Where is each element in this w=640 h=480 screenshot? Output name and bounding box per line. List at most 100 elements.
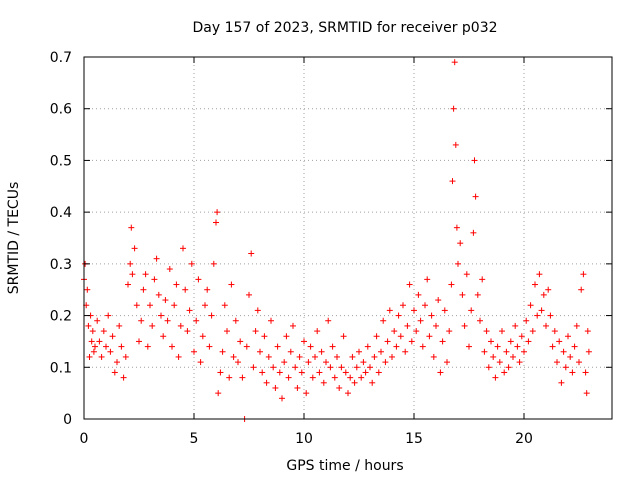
data-point <box>202 302 208 309</box>
x-axis-label: GPS time / hours <box>286 458 403 474</box>
x-tick-label: 0 <box>80 431 89 447</box>
data-point <box>565 333 571 340</box>
data-point <box>287 348 294 355</box>
data-point <box>246 291 252 298</box>
data-point <box>426 333 433 340</box>
data-point <box>127 260 134 267</box>
y-tick-label: 0 <box>63 412 72 428</box>
data-point <box>177 322 184 329</box>
data-point <box>466 343 472 350</box>
data-point <box>90 348 97 355</box>
data-point <box>496 359 503 366</box>
data-point <box>215 390 222 397</box>
data-point <box>149 322 156 329</box>
y-tick-label: 0.5 <box>50 153 72 169</box>
data-point <box>474 291 481 298</box>
data-point <box>437 369 444 376</box>
data-point <box>85 322 92 329</box>
data-point <box>364 343 371 350</box>
data-point <box>92 343 98 350</box>
data-point <box>191 348 197 355</box>
data-point <box>195 276 202 283</box>
data-point <box>239 374 246 381</box>
data-point <box>505 364 512 371</box>
data-point <box>369 379 376 386</box>
data-point <box>492 374 499 381</box>
data-point <box>180 245 186 252</box>
data-point <box>89 328 96 335</box>
data-point <box>371 353 378 360</box>
data-point <box>294 384 301 391</box>
y-tick-label: 0.3 <box>50 257 72 273</box>
data-point <box>393 343 400 350</box>
data-point <box>551 328 558 335</box>
data-point <box>547 312 554 319</box>
data-point <box>536 271 543 278</box>
x-tick-label: 15 <box>405 431 423 447</box>
data-point <box>428 312 435 319</box>
data-point <box>210 260 217 267</box>
data-point <box>243 343 250 350</box>
data-point <box>342 369 349 376</box>
data-point <box>360 359 367 366</box>
data-point <box>362 369 369 376</box>
data-point <box>320 379 327 386</box>
y-axis-ticks: 0 0.1 0.2 0.3 0.4 0.5 0.6 0.7 <box>50 50 612 428</box>
data-point <box>527 302 534 309</box>
data-point <box>254 307 261 314</box>
data-point <box>422 302 428 309</box>
data-point <box>173 281 180 288</box>
data-point <box>259 369 266 376</box>
data-point <box>184 328 191 335</box>
data-point <box>307 343 314 350</box>
data-point <box>424 276 431 283</box>
data-point <box>468 307 475 314</box>
data-point <box>164 317 171 324</box>
data-point <box>248 250 255 257</box>
data-point <box>274 343 281 350</box>
data-point <box>188 260 195 267</box>
data-point <box>580 271 587 278</box>
data-point <box>298 369 305 376</box>
data-point <box>125 281 131 288</box>
data-point <box>88 338 95 345</box>
data-point <box>397 333 404 340</box>
data-point <box>208 312 215 319</box>
data-point <box>538 307 545 314</box>
data-point <box>228 281 235 288</box>
data-point <box>136 338 142 345</box>
data-point <box>510 353 516 360</box>
x-tick-label: 10 <box>295 431 313 447</box>
data-point <box>213 219 219 226</box>
data-point <box>525 338 532 345</box>
data-point <box>283 333 290 340</box>
data-point <box>494 343 501 350</box>
data-point <box>347 374 354 381</box>
data-point <box>488 338 494 345</box>
data-points <box>81 59 592 422</box>
data-point <box>373 333 380 340</box>
data-point <box>367 364 373 371</box>
data-point <box>501 369 508 376</box>
y-tick-label: 0.2 <box>50 309 72 325</box>
data-point <box>569 369 576 376</box>
data-point <box>292 364 299 371</box>
data-point <box>206 343 213 350</box>
x-tick-label: 20 <box>515 431 533 447</box>
data-point <box>573 322 580 329</box>
data-point <box>455 260 461 267</box>
data-point <box>413 328 420 335</box>
data-point <box>316 369 323 376</box>
data-point <box>543 322 549 329</box>
data-point <box>483 328 490 335</box>
y-tick-label: 0.6 <box>50 102 72 118</box>
data-point <box>96 338 103 345</box>
data-point <box>380 317 387 324</box>
data-point <box>237 338 244 345</box>
data-point <box>100 328 107 335</box>
data-point <box>252 328 259 335</box>
data-point <box>340 333 347 340</box>
data-point <box>171 302 178 309</box>
data-point <box>389 353 395 360</box>
data-point <box>230 353 237 360</box>
